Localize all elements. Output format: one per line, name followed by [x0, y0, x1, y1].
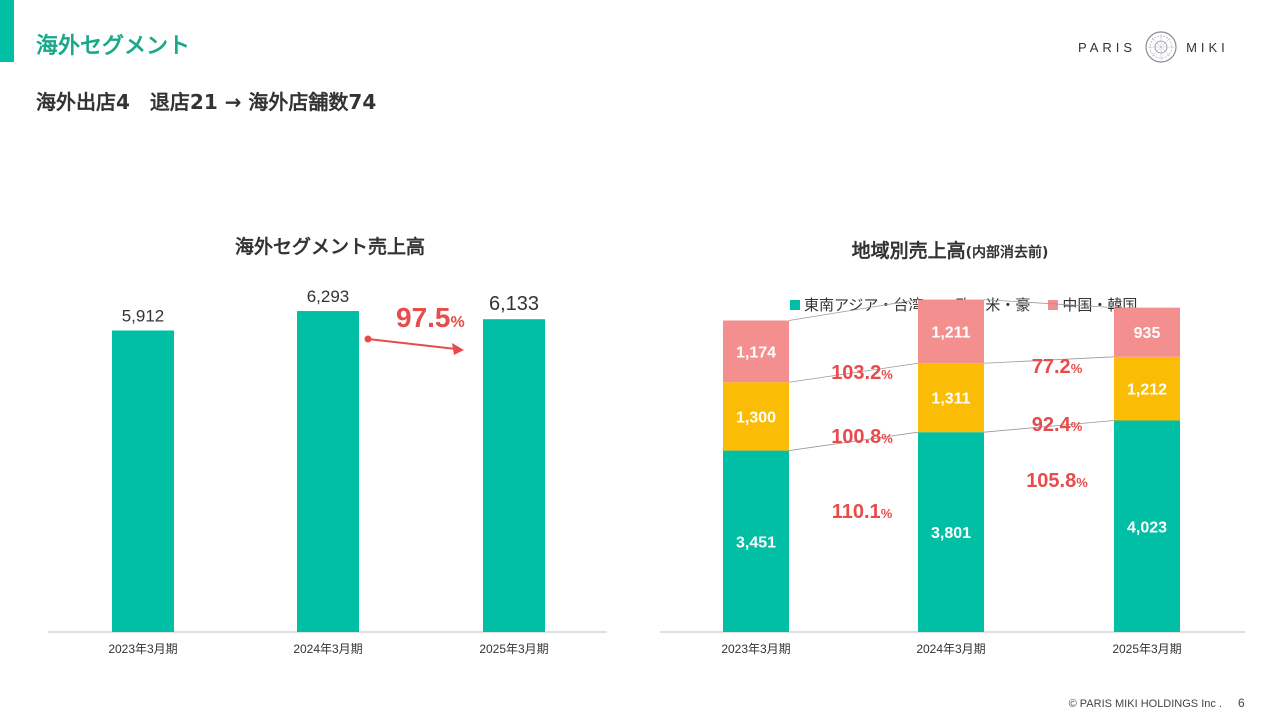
chart1-arrow-head — [452, 343, 464, 355]
chart2-tick-label: 2025年3月期 — [1112, 642, 1181, 656]
legend-item-southeast-asia: 東南アジア・台湾 — [790, 294, 923, 315]
chart1-tick-label: 2023年3月期 — [108, 642, 177, 656]
chart2-bar-segment — [1114, 356, 1180, 421]
chart2-tick-label: 2024年3月期 — [916, 642, 985, 656]
legend-label: 中国・韓国 — [1062, 296, 1138, 314]
chart2-segment-label: 935 — [1134, 325, 1161, 342]
chart2-connector-line — [983, 356, 1115, 364]
chart2-bar-segment — [723, 450, 789, 632]
chart2-title: 地域別売上高(内部消去前) — [760, 236, 1140, 263]
chart2-segment-label: 1,311 — [931, 391, 970, 408]
logo-text-right: MIKI — [1186, 39, 1229, 55]
chart2-segment-label: 3,801 — [931, 525, 971, 542]
chart1-growth-rate: 97.5% — [396, 302, 465, 333]
chart2-growth-rate: 77.2% — [1032, 356, 1083, 378]
chart1-bar — [112, 330, 174, 632]
segment-title: 海外セグメント — [36, 34, 191, 59]
chart2-segment-label: 1,174 — [736, 344, 776, 361]
legend-swatch-yellow — [941, 299, 952, 310]
chart2-bar-segment — [723, 320, 789, 383]
chart2-bar-segment — [918, 432, 984, 632]
chart2-title-main: 地域別売上高 — [851, 240, 966, 262]
chart2-connector-line — [983, 420, 1115, 433]
legend-swatch-pink — [1048, 299, 1059, 310]
accent-bar — [0, 0, 14, 62]
chart2-connector-line — [788, 431, 919, 451]
chart2-legend: 東南アジア・台湾 欧・米・豪 中国・韓国 — [790, 294, 1137, 315]
chart2-bar-segment — [723, 382, 789, 451]
chart2-tick-label: 2023年3月期 — [721, 642, 790, 656]
chart1-bar — [297, 311, 359, 632]
legend-swatch-teal — [790, 299, 800, 310]
chart2-segment-label: 1,211 — [931, 324, 970, 341]
chart2-segment-label: 3,451 — [736, 534, 776, 551]
chart1-value-label: 6,293 — [307, 287, 350, 306]
page-number: 6 — [1238, 696, 1245, 710]
chart1-bar — [483, 319, 545, 632]
legend-item-china-korea: 中国・韓国 — [1048, 294, 1137, 315]
chart2-bar-segment — [1114, 307, 1180, 357]
chart2-connector-line — [788, 362, 919, 383]
chart1-value-label: 5,912 — [122, 306, 165, 325]
chart1-tick-label: 2024年3月期 — [293, 642, 362, 656]
chart1-arrow-line — [367, 338, 457, 350]
page-subtitle: 海外出店4 退店21 → 海外店舗数74 — [36, 90, 377, 114]
chart2-growth-rate: 110.1% — [832, 501, 893, 523]
legend-item-europe-us-aus: 欧・米・豪 — [941, 294, 1030, 315]
chart1-title: 海外セグメント売上高 — [234, 236, 425, 258]
chart2-growth-rate: 103.2% — [831, 362, 893, 384]
paris-miki-logo: PARIS MIKI — [1078, 31, 1229, 63]
chart1-arrow-dot — [364, 335, 372, 343]
copyright: © PARIS MIKI HOLDINGS Inc . — [1068, 698, 1222, 710]
chart2-bar-segment — [1114, 420, 1180, 632]
chart2-growth-rate: 105.8% — [1026, 470, 1088, 492]
chart2-segment-label: 1,300 — [736, 409, 776, 426]
legend-label: 欧・米・豪 — [955, 296, 1031, 314]
logo-text-left: PARIS — [1078, 39, 1137, 55]
logo-emblem-icon — [1145, 31, 1177, 63]
chart1-value-label: 6,133 — [489, 293, 539, 315]
chart2-bar-segment — [918, 363, 984, 433]
chart1-tick-label: 2025年3月期 — [479, 642, 548, 656]
chart2-segment-label: 4,023 — [1127, 519, 1167, 536]
chart2-segment-label: 1,212 — [1127, 382, 1167, 399]
chart2-growth-rate: 92.4% — [1032, 414, 1083, 436]
chart2-growth-rate: 100.8% — [831, 426, 893, 448]
chart2-title-note: (内部消去前) — [965, 245, 1049, 261]
legend-label: 東南アジア・台湾 — [804, 296, 924, 314]
